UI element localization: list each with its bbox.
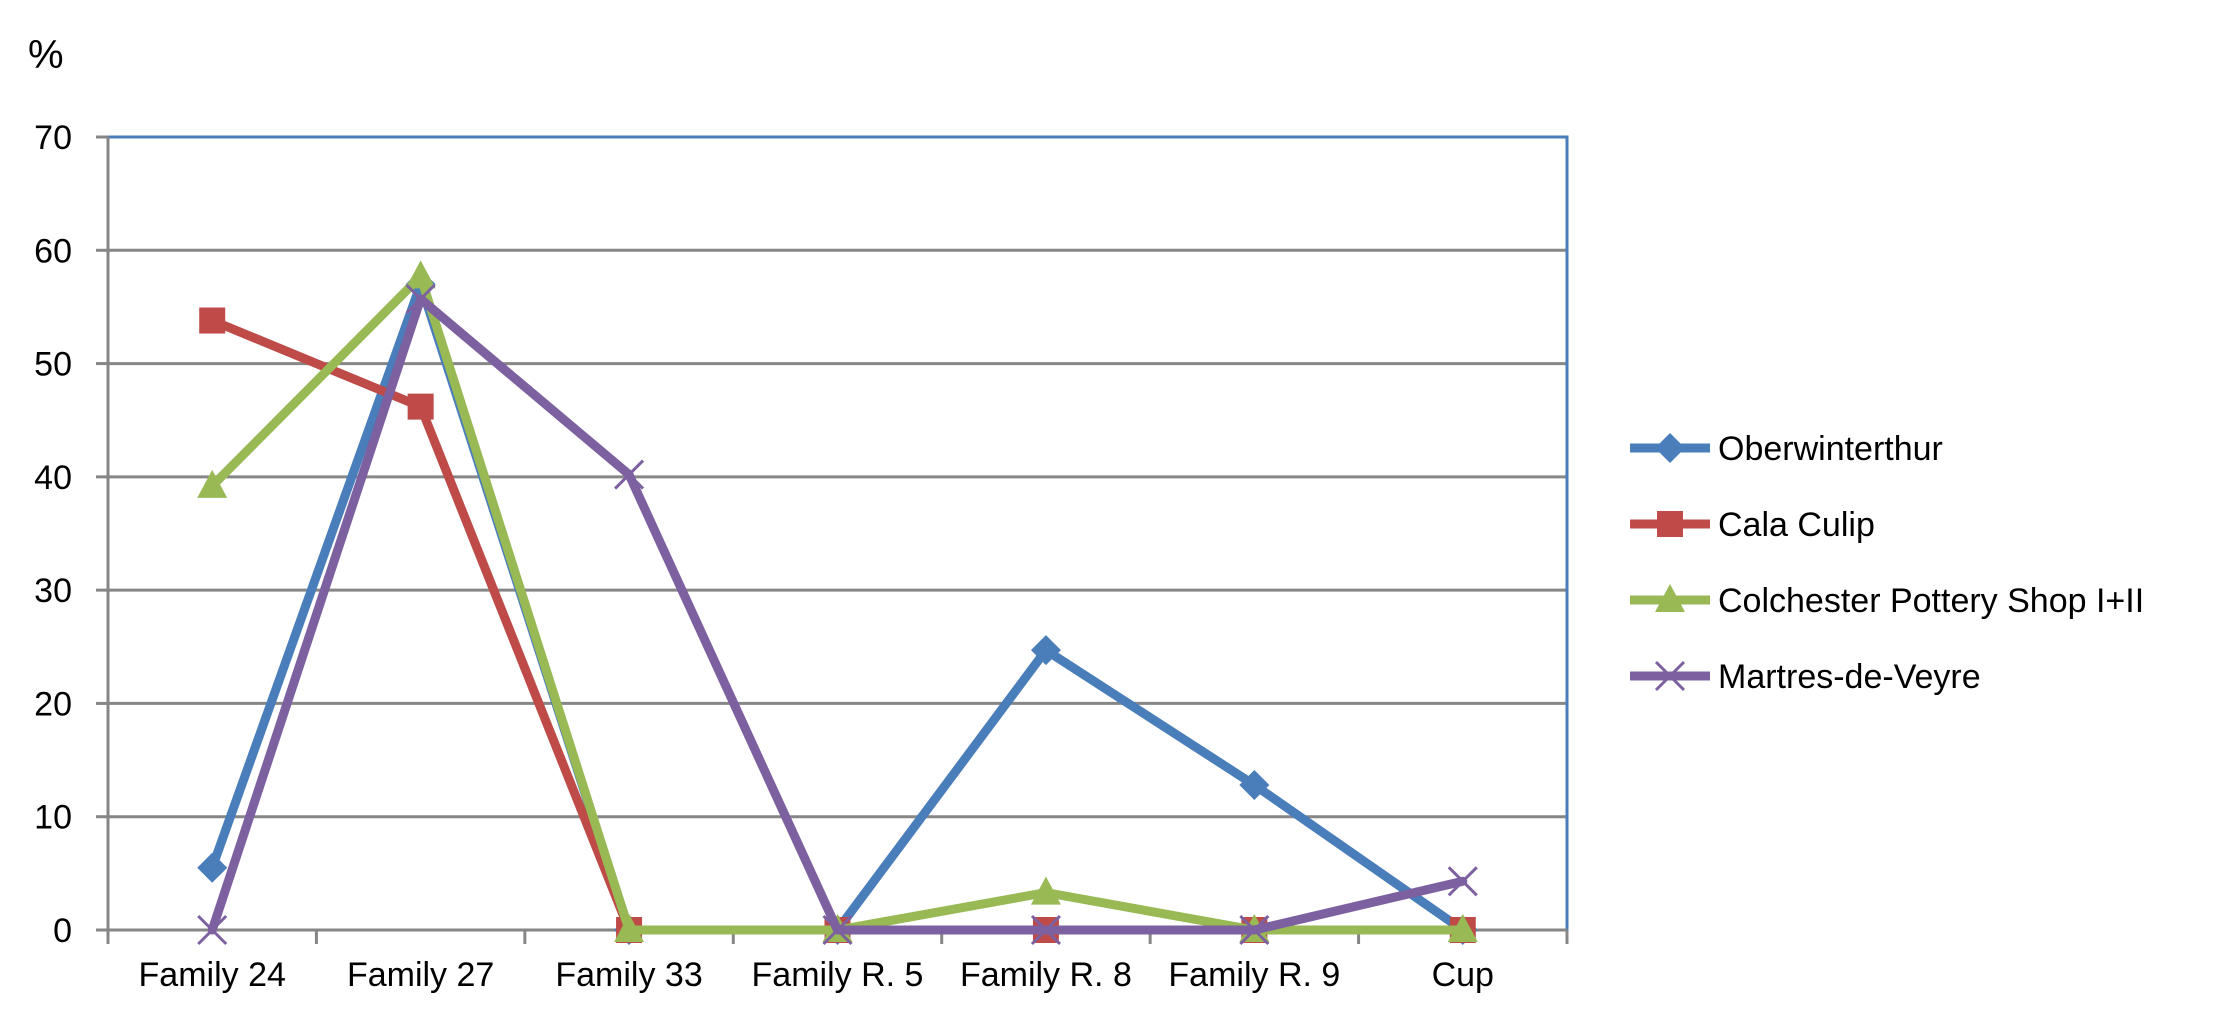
x-tick-label: Family R. 5 <box>752 956 924 994</box>
x-tick-label: Family R. 9 <box>1168 956 1340 994</box>
legend-marker <box>1655 433 1685 463</box>
y-tick-label: 50 <box>34 346 72 384</box>
data-point <box>1239 914 1270 946</box>
data-point <box>614 459 645 490</box>
data-point <box>1447 866 1478 897</box>
y-tick-label: 20 <box>34 685 72 723</box>
x-tick-label: Cup <box>1432 956 1494 994</box>
data-point <box>1030 876 1061 905</box>
x-tick-labels: Family 24 Family 27 Family 33 Family R. 5 Fa… <box>139 956 1494 994</box>
x-tick-label: Family R. 8 <box>960 956 1132 994</box>
legend-marker <box>1654 660 1686 692</box>
data-point <box>822 914 853 946</box>
data-point <box>1030 635 1061 666</box>
data-point <box>405 260 436 289</box>
data-point <box>614 914 645 942</box>
axes <box>96 135 1569 944</box>
legend-item: Oberwinterthur <box>1630 430 1943 468</box>
legend: Oberwinterthur Cala Culip Colchester Potte… <box>1630 430 2144 696</box>
y-tick-label: 30 <box>34 572 72 610</box>
legend-marker <box>1657 511 1683 537</box>
data-point <box>405 283 436 315</box>
y-tick-label: 10 <box>34 799 72 837</box>
series-line <box>207 279 1468 935</box>
data-point <box>199 307 226 334</box>
legend-label: Oberwinterthur <box>1718 430 1943 468</box>
y-tick-label: 40 <box>34 459 72 497</box>
y-tick-label: 70 <box>34 119 72 157</box>
data-point <box>197 914 228 946</box>
data-point <box>197 852 228 883</box>
x-tick-label: Family 24 <box>139 956 286 994</box>
legend-marker <box>1655 584 1685 612</box>
y-tick-label: 0 <box>53 912 72 950</box>
series-oberwinterthur <box>197 269 1478 945</box>
data-point <box>1030 914 1061 946</box>
data-point <box>407 393 434 420</box>
legend-item: Martres-de-Veyre <box>1630 658 1981 696</box>
legend-item: Cala Culip <box>1630 506 1875 544</box>
data-point <box>1239 769 1270 800</box>
data-point <box>1447 914 1478 942</box>
y-axis-title: % <box>28 33 64 77</box>
y-tick-label: 60 <box>34 232 72 270</box>
legend-label: Colchester Pottery Shop I+II <box>1718 582 2144 620</box>
legend-label: Cala Culip <box>1718 506 1875 544</box>
series-layer <box>197 260 1478 946</box>
series-martres-de-veyre <box>197 283 1478 946</box>
series-line <box>207 316 1468 935</box>
y-tick-labels: 0 10 20 30 40 50 60 70 <box>34 119 72 950</box>
legend-item: Colchester Pottery Shop I+II <box>1630 582 2144 620</box>
x-tick-label: Family 33 <box>555 956 702 994</box>
legend-label: Martres-de-Veyre <box>1718 658 1981 696</box>
data-point <box>197 469 228 498</box>
x-tick-label: Family 27 <box>347 956 494 994</box>
